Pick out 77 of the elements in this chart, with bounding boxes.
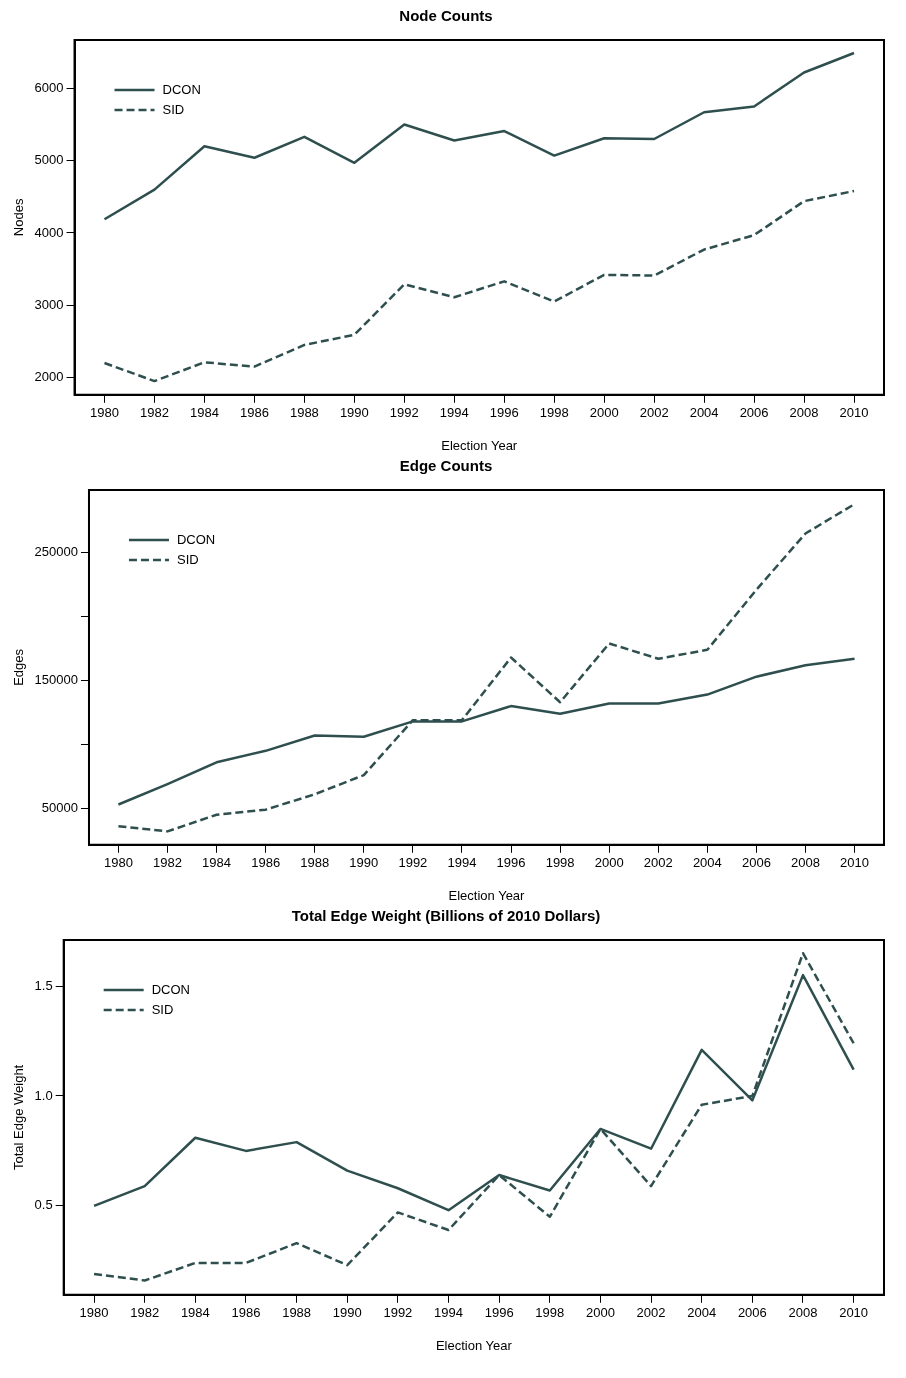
legend-label: DCON	[151, 981, 190, 997]
legend-label: SID	[162, 101, 185, 117]
y-tick-label: 6000	[34, 79, 64, 95]
x-tick-label: 1988	[300, 855, 330, 871]
x-tick-label: 2008	[788, 1305, 818, 1321]
y-tick-label: 0.5	[34, 1197, 53, 1213]
x-tick-label: 1998	[545, 855, 575, 871]
x-tick-label: 1994	[447, 855, 477, 871]
x-tick-label: 1988	[289, 405, 319, 421]
x-tick-label: 1980	[103, 855, 133, 871]
x-tick-label: 1996	[496, 855, 526, 871]
legend-label: DCON	[176, 531, 216, 547]
x-axis-title: Election Year	[448, 887, 526, 903]
legend-label: DCON	[162, 81, 201, 97]
x-tick-label: 1994	[439, 405, 469, 421]
x-tick-label: 2004	[689, 405, 719, 421]
x-tick-label: 1994	[434, 1305, 463, 1321]
x-tick-label: 2002	[636, 1305, 666, 1321]
x-axis-title: Election Year	[441, 437, 518, 453]
y-axis-title: Nodes	[11, 198, 27, 237]
x-tick-label: 2006	[739, 405, 769, 421]
chart-title: Total Edge Weight (Billions of 2010 Dollars)	[291, 907, 601, 925]
x-tick-label: 2008	[789, 405, 819, 421]
y-tick-label: 250000	[34, 544, 78, 560]
x-tick-label: 2002	[643, 855, 673, 871]
x-tick-label: 1992	[383, 1305, 413, 1321]
x-tick-label: 2002	[639, 405, 669, 421]
x-tick-label: 1982	[153, 855, 182, 871]
x-tick-label: 1988	[282, 1305, 312, 1321]
y-axis-title: Total Edge Weight	[11, 1064, 27, 1171]
x-tick-label: 2010	[839, 1305, 869, 1321]
y-tick-label: 2000	[34, 369, 64, 385]
x-tick-label: 1998	[535, 1305, 565, 1321]
x-tick-label: 2004	[692, 855, 722, 871]
x-tick-label: 1990	[332, 1305, 362, 1321]
x-tick-label: 2006	[741, 855, 771, 871]
x-tick-label: 1986	[251, 855, 281, 871]
x-tick-label: 1992	[398, 855, 428, 871]
x-tick-label: 1996	[489, 405, 519, 421]
x-tick-label: 1992	[389, 405, 419, 421]
x-tick-label: 2004	[687, 1305, 717, 1321]
chart-title: Node Counts	[399, 7, 493, 25]
y-tick-label: 50000	[41, 799, 78, 815]
x-tick-label: 2008	[791, 855, 820, 871]
x-tick-label: 1984	[202, 855, 232, 871]
x-tick-label: 2006	[737, 1305, 767, 1321]
y-tick-label: 1.5	[34, 977, 53, 993]
x-tick-label: 2010	[840, 855, 870, 871]
line-series	[92, 951, 855, 1282]
line-series	[117, 502, 856, 833]
x-tick-label: 2000	[589, 405, 619, 421]
y-tick-label: 1.0	[34, 1087, 53, 1103]
legend-label: SID	[151, 1001, 174, 1017]
x-tick-label: 2000	[594, 855, 624, 871]
x-tick-label: 1996	[484, 1305, 514, 1321]
y-tick-label: 5000	[34, 152, 64, 168]
x-tick-label: 1982	[130, 1305, 160, 1321]
y-axis-title: Edges	[11, 648, 27, 686]
x-tick-label: 1986	[239, 405, 269, 421]
y-tick-label: 3000	[34, 296, 64, 312]
x-tick-label: 2010	[839, 405, 869, 421]
x-tick-label: 1990	[349, 855, 379, 871]
x-axis-title: Election Year	[435, 1337, 513, 1353]
line-series	[103, 189, 856, 383]
x-tick-label: 1982	[140, 405, 169, 421]
x-tick-label: 1984	[180, 1305, 210, 1321]
y-tick-label: 150000	[34, 672, 78, 688]
x-tick-label: 1980	[79, 1305, 109, 1321]
legend-label: SID	[176, 551, 199, 567]
x-tick-label: 1998	[539, 405, 569, 421]
x-tick-label: 1980	[90, 405, 119, 421]
x-tick-label: 1986	[231, 1305, 261, 1321]
x-tick-label: 2000	[585, 1305, 615, 1321]
chart-title: Edge Counts	[399, 457, 493, 475]
x-tick-label: 1990	[339, 405, 369, 421]
x-tick-label: 1984	[189, 405, 219, 421]
y-tick-label: 4000	[34, 224, 64, 240]
